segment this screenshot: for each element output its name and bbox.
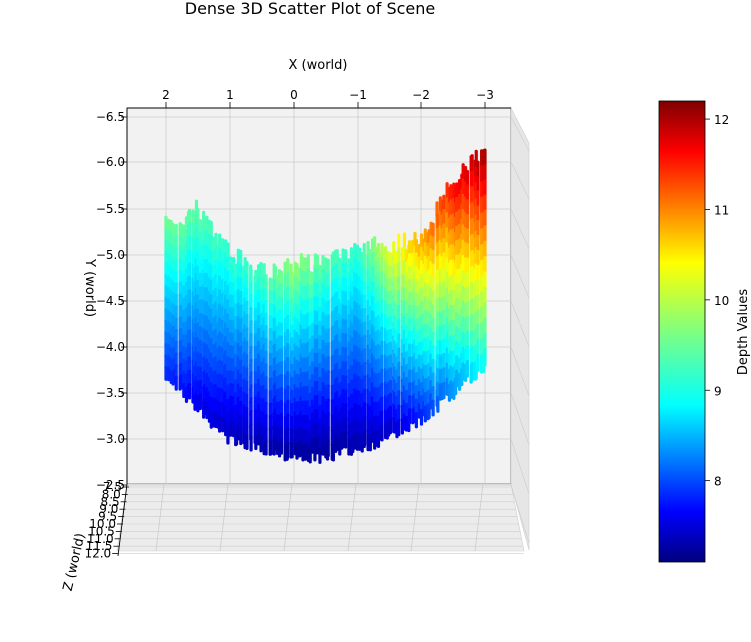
y-tick-label: −3.5 — [96, 386, 125, 400]
z-tick-label: 11.5 — [86, 539, 113, 553]
y-tick-label: −4.5 — [96, 294, 125, 308]
y-axis-label: Y (world) — [82, 258, 97, 317]
colorbar-tick-label: 12 — [714, 113, 729, 127]
z-tick-label: 12.0 — [84, 547, 111, 561]
z-tick-label: 7.5 — [103, 480, 122, 494]
z-tick-label: 9.0 — [99, 502, 118, 516]
right-pane — [510, 107, 530, 551]
y-tick-label: −6.5 — [96, 110, 125, 124]
x-tick-label: 1 — [226, 88, 234, 102]
axis-ticks: 2 1 0 −1 −2 −3 −6.5 −6.0 −5.5 −5.0 −4.5 −4.0 −3.5 −3.… — [84, 88, 511, 561]
x-axis-label: X (world) — [289, 58, 348, 73]
floor-pane — [116, 483, 525, 552]
y-tick-label: −5.0 — [96, 248, 125, 262]
z-tick-label: 8.5 — [101, 495, 120, 509]
z-tick-label: 10.5 — [88, 524, 115, 538]
point-cloud — [164, 148, 487, 464]
colorbar-tick-label: 9 — [714, 384, 722, 398]
colorbar-ticks: 8 9 10 11 12 — [705, 113, 729, 489]
x-tick-label: 0 — [290, 88, 298, 102]
colorbar-label: Depth Values — [736, 289, 751, 375]
z-tick-label: 8.0 — [102, 487, 121, 501]
x-tick-label: −1 — [349, 88, 367, 102]
colorbar-tick-label: 10 — [714, 294, 729, 308]
x-tick-label: −3 — [476, 88, 494, 102]
y-tick-label: −3.0 — [96, 432, 125, 446]
z-tick-label: 11.0 — [87, 532, 114, 546]
z-tick-label: 9.5 — [98, 510, 117, 524]
y-tick-label: −5.5 — [96, 202, 125, 216]
y-tick-label: −4.0 — [96, 340, 125, 354]
x-tick-label: 2 — [162, 88, 170, 102]
z-axis-label: Z (world) — [61, 532, 89, 593]
colorbar-tick-label: 8 — [714, 475, 722, 489]
y-tick-label: −2.5 — [96, 478, 125, 492]
colorbar-tick-label: 11 — [714, 203, 729, 217]
z-tick-label: 10.0 — [89, 517, 116, 531]
x-tick-label: −2 — [412, 88, 430, 102]
chart-title: Dense 3D Scatter Plot of Scene — [185, 0, 436, 18]
y-tick-label: −6.0 — [96, 155, 125, 169]
colorbar — [658, 100, 706, 563]
